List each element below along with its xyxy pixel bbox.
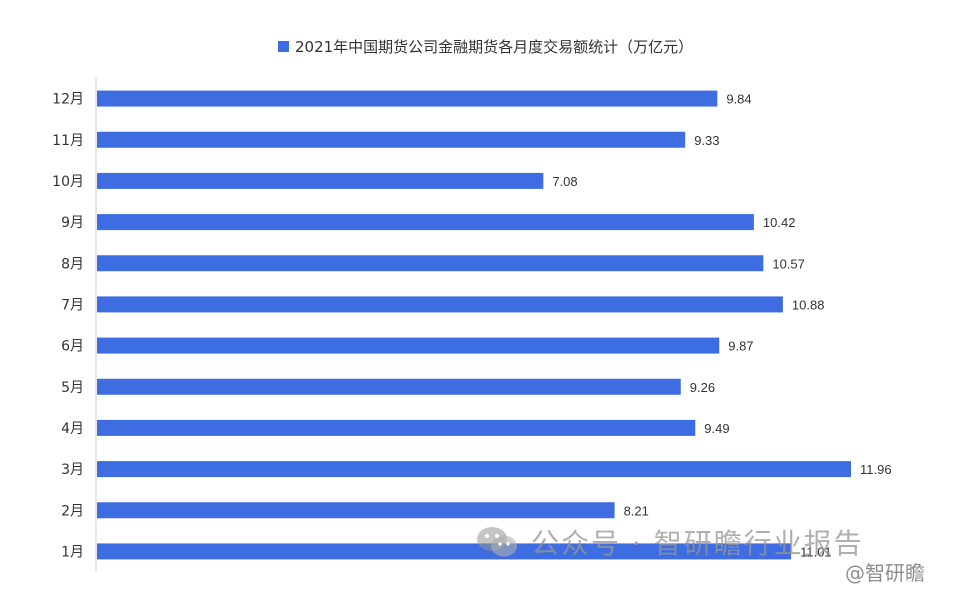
data-label: 9.26 [690,380,715,395]
bar-7月 [97,296,783,313]
data-label: 11.96 [860,462,892,477]
y-tick-label: 3月 [61,462,84,478]
bar-2月 [97,502,615,519]
data-label: 7.08 [552,174,577,189]
y-tick-label: 11月 [52,133,84,149]
wechat-icon [477,527,517,557]
bar-4月 [97,419,696,436]
data-label: 11.01 [800,544,832,559]
watermark: 公众号 · 智研瞻行业报告 [475,522,864,562]
bar-6月 [97,337,720,354]
y-tick-label: 2月 [61,503,84,519]
y-tick-label: 10月 [52,174,84,190]
y-tick-label: 12月 [52,92,84,108]
y-tick-label: 9月 [61,215,84,231]
y-tick-label: 1月 [61,544,84,560]
y-tick-label: 7月 [61,297,84,313]
y-tick-label: 5月 [61,380,84,396]
bar-10月 [97,172,544,189]
y-tick-label: 6月 [61,339,84,355]
legend-swatch [278,41,289,52]
data-label: 9.87 [728,339,753,354]
bar-1月 [97,543,792,560]
legend-label: 2021年中国期货公司金融期货各月度交易额统计（万亿元） [295,38,694,56]
bar-11月 [97,131,686,148]
watermark-text: 公众号 · 智研瞻行业报告 [531,527,864,560]
bar-9月 [97,214,754,231]
bar-5月 [97,378,681,395]
watermark-handle: @智研瞻 [845,561,925,585]
data-label: 10.42 [763,215,796,230]
data-label: 9.49 [704,421,729,436]
bar-3月 [97,461,851,478]
data-label: 9.84 [726,92,751,107]
y-tick-label: 4月 [61,421,84,437]
y-tick-label: 8月 [61,256,84,272]
data-label: 9.33 [694,133,719,148]
data-label: 10.57 [772,256,805,271]
data-label: 8.21 [624,503,649,518]
legend: 2021年中国期货公司金融期货各月度交易额统计（万亿元） [278,36,693,57]
bars-layer: 12月 9.84 11月 9.33 10月 7.08 9月 10.42 8月 10.57 7月 10.… [52,90,892,560]
data-label: 10.88 [792,297,825,312]
bar-12月 [97,90,718,107]
bar-8月 [97,255,764,272]
